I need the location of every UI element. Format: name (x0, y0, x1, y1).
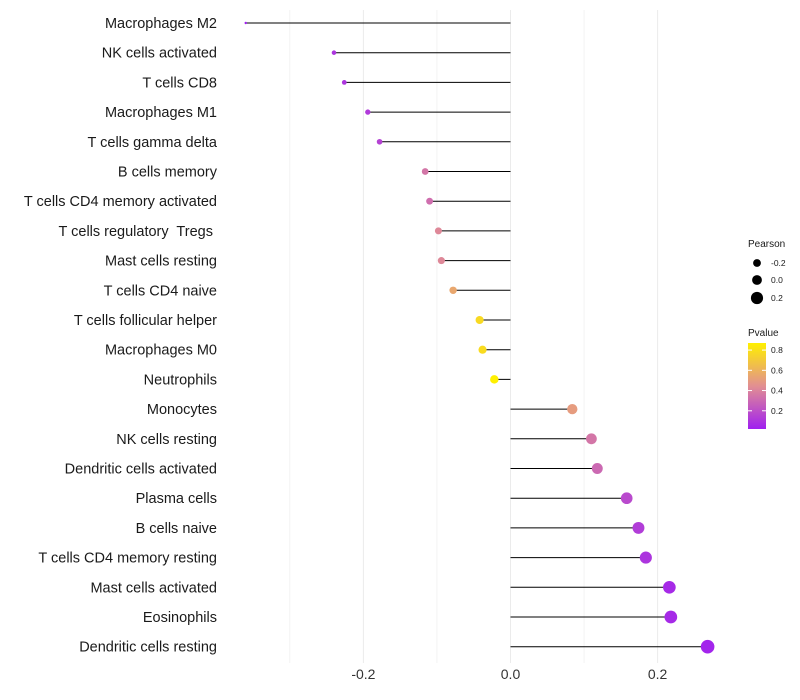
lollipop-point (244, 21, 247, 25)
lollipop-point (331, 50, 337, 55)
size-legend-label: 0.2 (771, 293, 783, 303)
lollipop-point (490, 375, 499, 384)
lollipop-point (620, 492, 633, 505)
category-label: Macrophages M2 (105, 16, 217, 32)
lollipop-point (421, 168, 429, 175)
lollipop-point (591, 463, 603, 474)
category-label: Macrophages M1 (105, 105, 217, 121)
color-legend-title: Pvalue (748, 328, 779, 339)
lollipop-point (426, 197, 434, 205)
lollipop-point (632, 521, 645, 534)
size-legend-key (753, 259, 761, 267)
x-tick-label: 0.0 (501, 666, 521, 682)
lollipop-point (663, 580, 676, 594)
color-legend-label: 0.2 (771, 406, 783, 416)
category-label: Macrophages M0 (105, 343, 217, 359)
lollipop-point (437, 257, 445, 265)
lollipop-point (341, 80, 347, 85)
category-label: Eosinophils (143, 610, 217, 626)
category-label: B cells naive (136, 521, 217, 537)
lollipop-point (449, 286, 457, 295)
size-legend-label: 0.0 (771, 275, 783, 285)
category-label: T cells CD4 memory activated (24, 194, 217, 210)
category-label: Plasma cells (136, 491, 217, 507)
lollipop-point (586, 433, 597, 445)
y-axis-labels: Macrophages M2 NK cells activated T cells … (24, 16, 218, 656)
category-label: T cells CD4 memory resting (38, 551, 217, 567)
x-axis-tick-labels: -0.2 0.0 0.2 (351, 666, 667, 682)
category-label: Mast cells activated (90, 580, 217, 596)
lollipop-point (475, 315, 484, 325)
lollipop-point (434, 227, 442, 235)
color-legend-label: 0.8 (771, 345, 783, 355)
lollipop-point (478, 345, 487, 354)
lollipop-point (700, 639, 715, 654)
color-legend-ticks: 0.8 0.6 0.4 0.2 (748, 345, 783, 416)
lollipop-stems (245, 22, 708, 648)
lollipop-point (365, 109, 371, 115)
size-legend-label: -0.2 (771, 258, 786, 268)
lollipop-points (244, 21, 715, 654)
color-legend-bar (748, 343, 766, 429)
category-label: NK cells activated (102, 46, 217, 62)
grid-lines (289, 10, 659, 663)
lollipop-point (376, 138, 383, 145)
category-label: T cells CD8 (142, 75, 217, 91)
x-tick-label: -0.2 (351, 666, 375, 682)
lollipop-point (567, 403, 578, 415)
category-label: Monocytes (147, 402, 217, 418)
legend: Pearson -0.2 0.0 0.2 Pvalue 0.8 0.6 0.4 0.2 (748, 239, 786, 429)
category-label: T cells regulatory Tregs (59, 224, 218, 240)
category-label: B cells memory (118, 165, 218, 181)
lollipop-point (639, 551, 652, 564)
category-label: Dendritic cells activated (65, 462, 217, 478)
size-legend-key (750, 291, 764, 305)
size-legend-key (752, 275, 762, 285)
category-label: T cells gamma delta (88, 135, 218, 151)
x-tick-label: 0.2 (648, 666, 668, 682)
color-legend-label: 0.6 (771, 365, 783, 375)
category-label: Dendritic cells resting (79, 640, 217, 656)
lollipop-point (664, 610, 678, 624)
category-label: T cells CD4 naive (104, 283, 217, 299)
size-legend-items: -0.2 0.0 0.2 (750, 258, 786, 305)
size-legend-title: Pearson (748, 239, 785, 250)
category-label: NK cells resting (116, 432, 217, 448)
category-label: T cells follicular helper (74, 313, 217, 329)
category-label: Mast cells resting (105, 254, 217, 270)
category-label: Neutrophils (144, 372, 217, 388)
color-legend-label: 0.4 (771, 386, 783, 396)
